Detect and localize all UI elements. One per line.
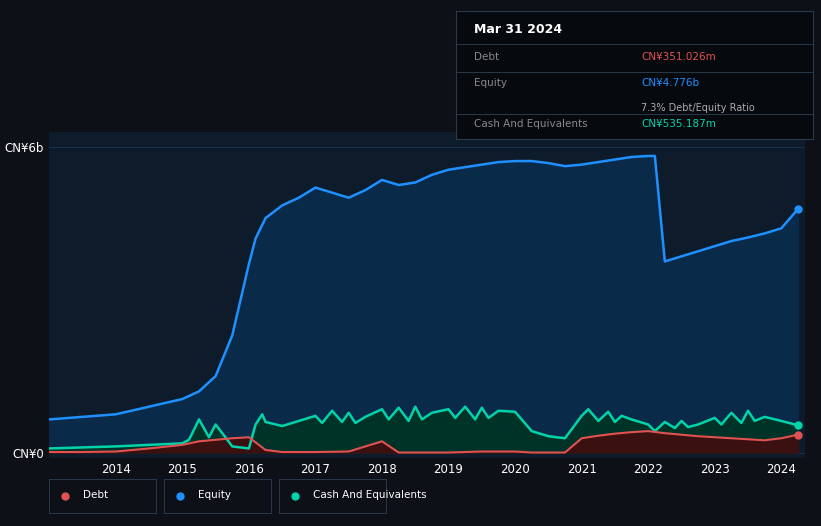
Text: Debt: Debt bbox=[84, 490, 108, 500]
Text: CN¥4.776b: CN¥4.776b bbox=[641, 77, 699, 87]
Text: 7.3% Debt/Equity Ratio: 7.3% Debt/Equity Ratio bbox=[641, 103, 755, 113]
Text: Cash And Equivalents: Cash And Equivalents bbox=[314, 490, 427, 500]
Text: Debt: Debt bbox=[474, 52, 498, 62]
Text: Equity: Equity bbox=[199, 490, 232, 500]
Text: Cash And Equivalents: Cash And Equivalents bbox=[474, 119, 587, 129]
Text: CN¥535.187m: CN¥535.187m bbox=[641, 119, 716, 129]
Text: Equity: Equity bbox=[474, 77, 507, 87]
Text: CN¥351.026m: CN¥351.026m bbox=[641, 52, 716, 62]
Text: Mar 31 2024: Mar 31 2024 bbox=[474, 23, 562, 36]
